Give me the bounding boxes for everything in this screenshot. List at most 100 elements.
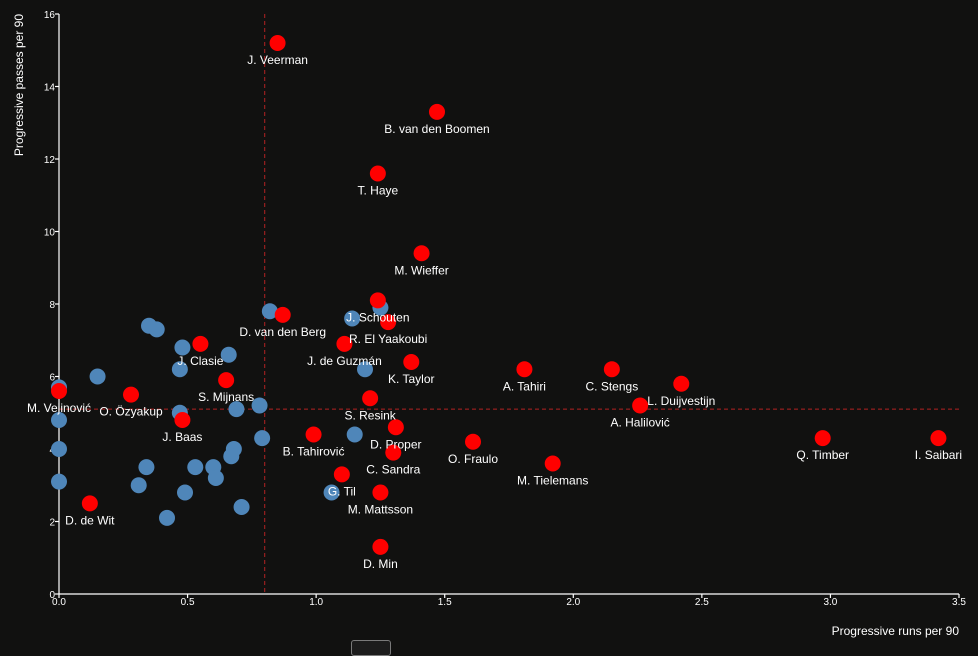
other-player-point xyxy=(177,484,193,501)
y-tick-label: 16 xyxy=(44,10,56,21)
other-player-point xyxy=(261,303,278,320)
other-player-point xyxy=(251,397,268,414)
average-lines xyxy=(59,14,959,594)
player-label: S. Resink xyxy=(344,408,396,422)
other-player-point xyxy=(254,430,271,447)
player-label: J. de Guzmán xyxy=(307,354,382,368)
player-point xyxy=(603,361,620,378)
other-player-point xyxy=(171,361,188,378)
player-label: J. Baas xyxy=(162,430,202,444)
other-player-point xyxy=(89,368,106,385)
player-point xyxy=(465,433,481,450)
other-player-point xyxy=(138,459,155,476)
player-label: B. Tahirović xyxy=(283,445,345,459)
player-point xyxy=(429,103,445,120)
y-tick-label: 6 xyxy=(49,373,55,384)
player-point xyxy=(274,306,291,323)
player-point xyxy=(814,430,831,447)
other-player-point xyxy=(344,310,361,327)
player-point xyxy=(369,292,386,309)
player-label: J. Clasie xyxy=(177,354,223,368)
other-player-point xyxy=(323,484,340,501)
player-point xyxy=(218,372,235,389)
player-point xyxy=(632,397,649,414)
player-point xyxy=(336,335,353,352)
player-point xyxy=(305,426,322,443)
y-tick-label: 8 xyxy=(49,300,55,311)
player-point xyxy=(269,35,286,51)
player-point xyxy=(387,419,404,436)
x-tick-label: 3.5 xyxy=(952,597,966,608)
player-point xyxy=(403,354,420,370)
y-tick-label: 12 xyxy=(44,155,56,166)
scroll-handle[interactable] xyxy=(351,640,391,656)
other-player-point xyxy=(223,448,240,465)
player-label: I. Saibari xyxy=(915,448,962,462)
axes: 0.00.51.01.52.02.53.03.50246810121416 xyxy=(44,10,967,608)
labeled-player-points xyxy=(51,35,947,555)
player-label: J. Schouten xyxy=(346,310,409,324)
player-point xyxy=(333,466,350,483)
player-point xyxy=(51,383,67,399)
x-axis-title: Progressive runs per 90 xyxy=(832,624,960,638)
y-tick-label: 2 xyxy=(49,518,55,529)
player-label: G. Til xyxy=(328,484,356,498)
player-label: B. van den Boomen xyxy=(384,122,489,136)
player-label: D. Min xyxy=(363,557,398,571)
player-label: D. de Wit xyxy=(65,513,115,527)
player-label: R. El Yaakoubi xyxy=(349,332,427,346)
player-label: A. Halilović xyxy=(610,416,669,430)
player-label: M. Tielemans xyxy=(517,474,588,488)
player-point xyxy=(413,245,430,262)
x-tick-label: 2.5 xyxy=(695,597,709,608)
y-tick-label: 0 xyxy=(49,590,55,601)
player-point xyxy=(930,430,947,447)
other-player-point xyxy=(357,361,373,378)
player-label: S. Mijnans xyxy=(198,390,254,404)
other-player-point xyxy=(159,509,175,526)
player-point xyxy=(380,314,397,331)
other-player-point xyxy=(130,477,147,494)
player-label: C. Sandra xyxy=(366,463,420,477)
other-player-point xyxy=(51,473,67,490)
player-point xyxy=(385,444,402,461)
player-label: Q. Timber xyxy=(796,448,849,462)
y-tick-label: 14 xyxy=(44,83,56,94)
player-point xyxy=(81,495,98,512)
other-player-point xyxy=(51,441,67,457)
x-tick-label: 1.0 xyxy=(309,597,323,608)
other-player-point xyxy=(220,346,237,363)
other-player-point xyxy=(228,401,245,418)
player-label: J. Veerman xyxy=(247,53,308,67)
player-point xyxy=(123,386,139,403)
other-player-point xyxy=(187,459,204,476)
player-label: M. Vejinović xyxy=(27,401,91,415)
player-label: C. Stengs xyxy=(586,379,639,393)
other-player-point xyxy=(233,499,250,515)
other-player-point xyxy=(346,426,363,443)
player-point xyxy=(372,484,389,501)
player-label: D. Proper xyxy=(370,437,421,451)
player-label: L. Duijvestijn xyxy=(647,394,715,408)
player-point xyxy=(369,165,386,182)
x-tick-label: 0.5 xyxy=(181,597,195,608)
y-tick-label: 10 xyxy=(44,228,56,239)
other-player-point xyxy=(51,412,67,428)
player-point xyxy=(192,335,209,352)
player-label: K. Taylor xyxy=(388,372,434,386)
other-player-point xyxy=(148,321,165,338)
x-tick-label: 0.0 xyxy=(52,597,66,608)
x-tick-label: 1.5 xyxy=(438,597,452,608)
player-label: M. Mattsson xyxy=(348,503,413,517)
other-player-point xyxy=(174,339,191,356)
player-labels: J. Veerman B. van den Boomen T. Haye M. Wie… xyxy=(27,53,962,571)
player-point xyxy=(362,390,379,407)
player-label: A. Tahiri xyxy=(503,379,546,393)
player-point xyxy=(544,455,561,472)
x-tick-label: 2.0 xyxy=(566,597,580,608)
player-label: D. van den Berg xyxy=(239,325,326,339)
x-tick-label: 3.0 xyxy=(823,597,837,608)
y-axis-title: Progressive passes per 90 xyxy=(12,14,26,156)
player-point xyxy=(673,375,690,392)
